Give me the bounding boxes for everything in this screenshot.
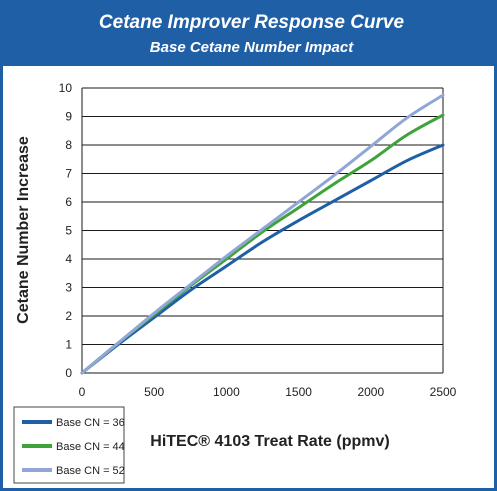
series-lines	[80, 93, 445, 375]
chart-title: Cetane Improver Response Curve	[98, 12, 405, 33]
series-line-2	[80, 113, 445, 375]
x-tick-label: 2000	[357, 385, 384, 399]
series-line-1	[80, 143, 445, 375]
chart-subtitle: Base Cetane Number Impact	[149, 39, 354, 56]
y-tick-label: 4	[65, 252, 72, 266]
chart-header: Cetane Improver Response Curve Base Ceta…	[3, 3, 497, 66]
x-axis-label: HiTEC® 4103 Treat Rate (ppmv)	[150, 433, 389, 450]
legend-label-1: Base CN = 36	[56, 417, 125, 429]
legend: Base CN = 36 Base CN = 44 Base CN = 52	[13, 406, 125, 484]
x-tick-labels: 0 500 1000 1500 2000 2500	[79, 385, 457, 399]
y-axis-label: Cetane Number Increase	[15, 136, 32, 324]
series-line-3	[80, 93, 445, 375]
grid-lines	[81, 87, 444, 374]
y-tick-label: 8	[65, 138, 72, 152]
x-tick-label: 2500	[430, 385, 457, 399]
y-tick-label: 3	[65, 281, 72, 295]
x-tick-label: 1000	[213, 385, 240, 399]
x-tick-label: 0	[79, 385, 86, 399]
y-tick-label: 9	[65, 110, 72, 124]
y-tick-label: 0	[65, 366, 72, 380]
y-tick-label: 5	[65, 224, 72, 238]
x-tick-label: 1500	[285, 385, 312, 399]
y-tick-label: 10	[59, 81, 73, 95]
y-tick-label: 1	[65, 338, 72, 352]
legend-label-2: Base CN = 44	[56, 441, 125, 453]
y-tick-label: 7	[65, 167, 72, 181]
y-tick-label: 2	[65, 309, 72, 323]
y-tick-label: 6	[65, 195, 72, 209]
y-tick-labels: 0 1 2 3 4 5 6 7 8 9 10	[59, 81, 73, 380]
legend-label-3: Base CN = 52	[56, 465, 125, 477]
x-tick-label: 500	[144, 385, 164, 399]
